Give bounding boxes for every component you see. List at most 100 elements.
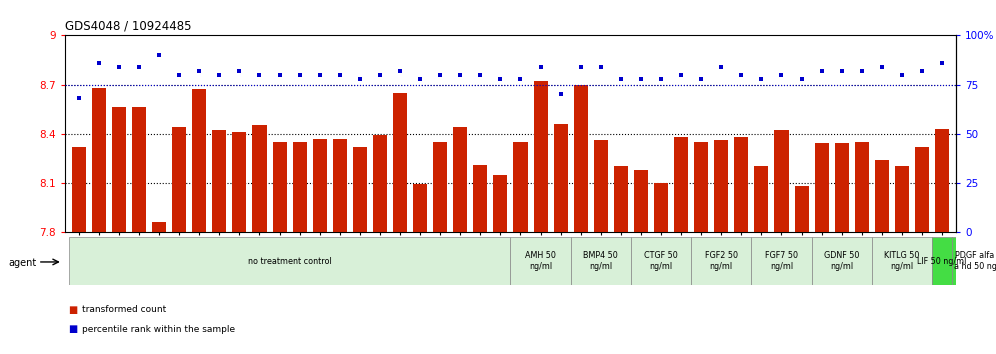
Text: GDNF 50
ng/ml: GDNF 50 ng/ml bbox=[824, 251, 860, 271]
Bar bbox=[574, 85, 588, 354]
Bar bbox=[453, 127, 467, 354]
Bar bbox=[815, 143, 829, 354]
Bar bbox=[714, 140, 728, 354]
Bar bbox=[152, 222, 166, 354]
Point bbox=[312, 72, 328, 78]
Point bbox=[71, 96, 87, 101]
Point bbox=[211, 72, 227, 78]
Point bbox=[191, 68, 207, 74]
Point bbox=[814, 68, 830, 74]
Point bbox=[774, 72, 790, 78]
Bar bbox=[895, 166, 909, 354]
Bar bbox=[855, 142, 869, 354]
Bar bbox=[795, 186, 809, 354]
Point bbox=[753, 76, 769, 81]
Bar bbox=[333, 138, 347, 354]
Point bbox=[673, 72, 689, 78]
Text: PDGF alfa bet
a hd 50 ng/ml: PDGF alfa bet a hd 50 ng/ml bbox=[954, 251, 996, 271]
Bar bbox=[872, 237, 932, 285]
Text: ■: ■ bbox=[68, 305, 77, 315]
Point bbox=[533, 64, 549, 70]
Point bbox=[794, 76, 810, 81]
Point bbox=[653, 76, 669, 81]
Bar bbox=[172, 127, 186, 354]
Point bbox=[252, 72, 268, 78]
Point bbox=[131, 64, 147, 70]
Point bbox=[392, 68, 408, 74]
Point bbox=[553, 92, 569, 97]
Bar bbox=[751, 237, 812, 285]
Point bbox=[452, 72, 468, 78]
Bar bbox=[734, 137, 748, 354]
Text: FGF7 50
ng/ml: FGF7 50 ng/ml bbox=[765, 251, 798, 271]
Bar bbox=[874, 160, 888, 354]
Bar bbox=[313, 138, 327, 354]
Point bbox=[472, 72, 488, 78]
Point bbox=[613, 76, 628, 81]
Point bbox=[231, 68, 247, 74]
Bar bbox=[273, 142, 287, 354]
Point bbox=[492, 76, 508, 81]
Bar bbox=[952, 237, 996, 285]
Text: agent: agent bbox=[8, 258, 36, 268]
Text: BMP4 50
ng/ml: BMP4 50 ng/ml bbox=[584, 251, 619, 271]
Text: ■: ■ bbox=[68, 324, 77, 334]
Point bbox=[914, 68, 930, 74]
Point bbox=[352, 76, 368, 81]
Point bbox=[894, 72, 910, 78]
Bar bbox=[674, 137, 688, 354]
Point bbox=[151, 52, 167, 58]
Text: no treatment control: no treatment control bbox=[248, 257, 332, 266]
Bar bbox=[775, 130, 789, 354]
Bar bbox=[72, 147, 86, 354]
Point bbox=[513, 76, 529, 81]
Bar bbox=[812, 237, 872, 285]
Bar bbox=[112, 108, 125, 354]
Bar bbox=[69, 237, 510, 285]
Bar bbox=[534, 81, 548, 354]
Bar bbox=[694, 142, 708, 354]
Text: KITLG 50
ng/ml: KITLG 50 ng/ml bbox=[884, 251, 919, 271]
Point bbox=[412, 76, 428, 81]
Point bbox=[593, 64, 609, 70]
Point bbox=[873, 64, 889, 70]
Point bbox=[332, 72, 348, 78]
Bar bbox=[835, 143, 849, 354]
Point bbox=[633, 76, 649, 81]
Bar bbox=[510, 237, 571, 285]
Bar bbox=[630, 237, 691, 285]
Bar bbox=[252, 125, 267, 354]
Text: CTGF 50
ng/ml: CTGF 50 ng/ml bbox=[644, 251, 678, 271]
Bar bbox=[373, 135, 387, 354]
Point bbox=[171, 72, 187, 78]
Bar bbox=[633, 170, 648, 354]
Bar bbox=[614, 166, 627, 354]
Point bbox=[733, 72, 749, 78]
Bar bbox=[293, 142, 307, 354]
Point bbox=[713, 64, 729, 70]
Bar bbox=[935, 129, 949, 354]
Bar bbox=[654, 183, 668, 354]
Point bbox=[372, 72, 387, 78]
Bar bbox=[232, 132, 246, 354]
Bar bbox=[915, 147, 929, 354]
Bar bbox=[932, 237, 952, 285]
Bar bbox=[514, 142, 528, 354]
Text: FGF2 50
ng/ml: FGF2 50 ng/ml bbox=[705, 251, 738, 271]
Point bbox=[272, 72, 288, 78]
Point bbox=[573, 64, 589, 70]
Bar bbox=[571, 237, 630, 285]
Bar bbox=[353, 147, 367, 354]
Bar bbox=[493, 175, 507, 354]
Text: percentile rank within the sample: percentile rank within the sample bbox=[82, 325, 235, 334]
Bar bbox=[691, 237, 751, 285]
Bar bbox=[594, 140, 608, 354]
Text: GDS4048 / 10924485: GDS4048 / 10924485 bbox=[65, 19, 191, 33]
Bar bbox=[433, 142, 447, 354]
Text: LIF 50 ng/ml: LIF 50 ng/ml bbox=[917, 257, 967, 266]
Point bbox=[693, 76, 709, 81]
Bar bbox=[754, 166, 769, 354]
Point bbox=[854, 68, 870, 74]
Text: AMH 50
ng/ml: AMH 50 ng/ml bbox=[525, 251, 556, 271]
Bar bbox=[212, 130, 226, 354]
